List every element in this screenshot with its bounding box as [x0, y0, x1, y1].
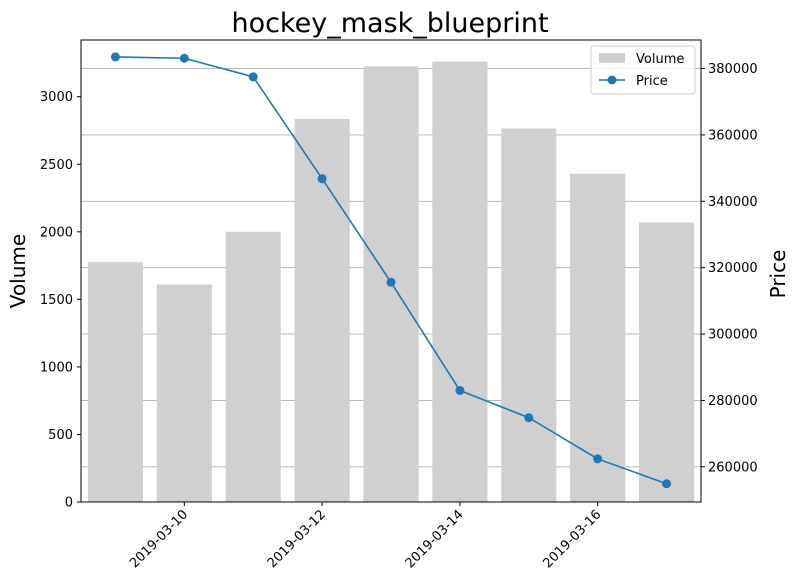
volume-bar — [225, 231, 281, 502]
y2-tick-label: 300000 — [708, 328, 758, 343]
y-axis-left: 0 500 1000 1500 2000 2500 3000 — [40, 90, 81, 511]
x-tick-label: 2019-03-14 — [403, 507, 467, 571]
price-point — [248, 72, 258, 82]
price-point — [662, 479, 672, 489]
legend-swatch-volume — [599, 53, 625, 63]
x-tick-label: 2019-03-12 — [265, 507, 329, 571]
volume-bar — [87, 262, 143, 502]
x-tick-label: 2019-03-10 — [127, 507, 191, 571]
volume-bar — [570, 173, 626, 502]
price-point — [179, 53, 189, 63]
volume-bar — [156, 284, 212, 502]
x-axis: 2019-03-10 2019-03-12 2019-03-14 2019-03-16 — [127, 502, 604, 571]
y-tick-label: 1000 — [40, 360, 73, 375]
y-tick-label: 1500 — [40, 293, 73, 308]
y-tick-label: 2500 — [40, 158, 73, 173]
volume-bar — [501, 128, 557, 502]
x-tick-label: 2019-03-16 — [540, 507, 604, 571]
plot-frame — [80, 39, 702, 503]
price-point — [110, 52, 120, 62]
volume-bar — [639, 222, 695, 503]
legend-label-price: Price — [636, 74, 668, 89]
y-tick-label: 3000 — [40, 90, 73, 105]
y2-tick-label: 360000 — [708, 128, 758, 143]
volume-bar — [432, 61, 488, 502]
legend: Volume Price — [590, 45, 696, 95]
price-point — [317, 174, 327, 184]
y2-tick-label: 280000 — [708, 394, 758, 409]
price-point — [455, 385, 465, 395]
chart-title: hockey_mask_blueprint — [231, 8, 548, 39]
legend-swatch-price-marker — [607, 75, 617, 85]
y2-tick-label: 320000 — [708, 261, 758, 276]
y-tick-label: 2000 — [40, 225, 73, 240]
price-point — [593, 454, 603, 464]
legend-label-volume: Volume — [636, 52, 684, 67]
price-point — [524, 413, 534, 423]
y2-tick-label: 340000 — [708, 195, 758, 210]
y2-axis-title: Price — [766, 250, 790, 299]
y2-tick-label: 380000 — [708, 62, 758, 77]
price-line — [110, 52, 672, 489]
y-tick-label: 500 — [48, 428, 73, 443]
y-axis-right: 260000 280000 300000 320000 340000 360000 3800… — [701, 62, 758, 475]
y2-tick-label: 260000 — [708, 460, 758, 475]
y-tick-label: 0 — [65, 496, 73, 511]
y-axis-title: Volume — [6, 234, 30, 308]
price-point — [386, 277, 396, 287]
